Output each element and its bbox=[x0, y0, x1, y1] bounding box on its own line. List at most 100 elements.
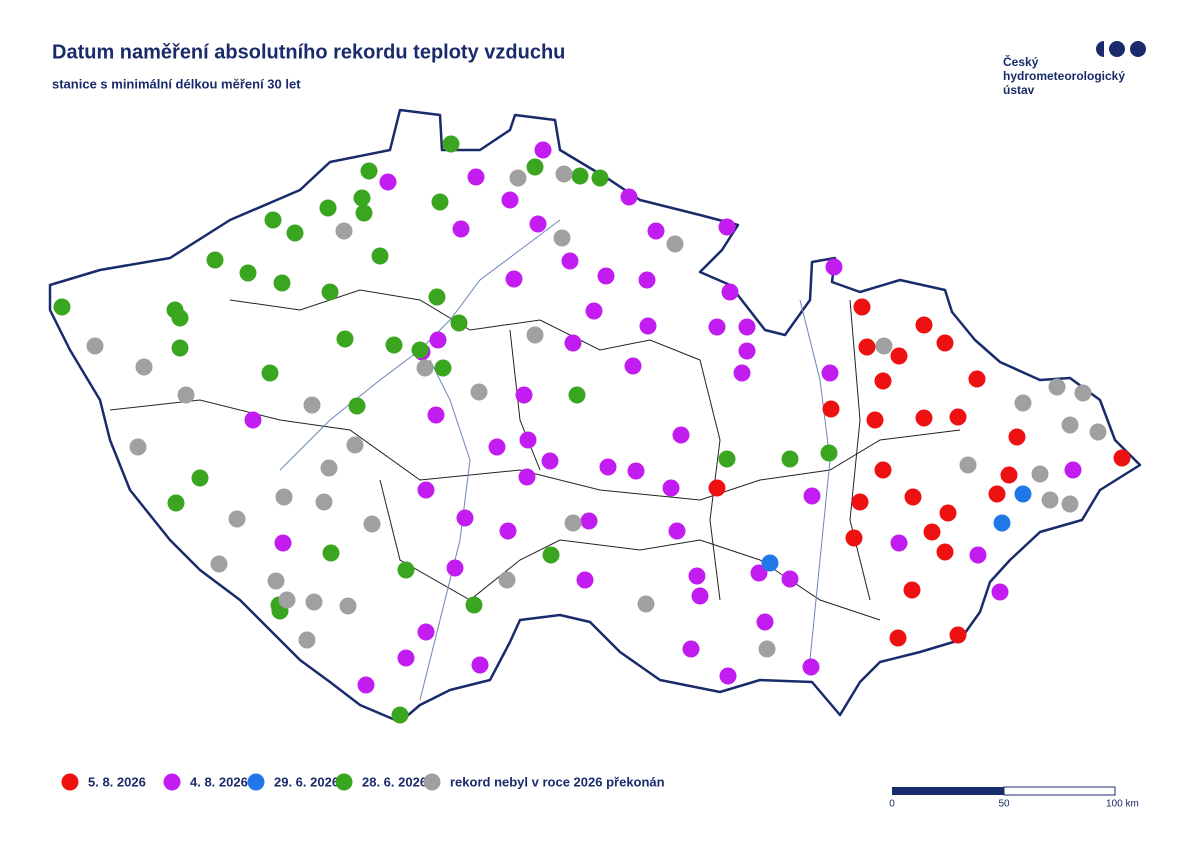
station-dot bbox=[718, 450, 736, 468]
subtitle: stanice s minimální délkou měření 30 let bbox=[52, 76, 301, 91]
station-dot bbox=[949, 626, 967, 644]
station-dot bbox=[1061, 495, 1079, 513]
station-dot bbox=[305, 593, 323, 611]
station-dot bbox=[1008, 428, 1026, 446]
logo-dot bbox=[1109, 41, 1125, 57]
legend-label: rekord nebyl v roce 2026 překonán bbox=[450, 774, 665, 789]
scale-label: 50 bbox=[998, 799, 1010, 810]
station-dot bbox=[397, 649, 415, 667]
station-dot bbox=[431, 193, 449, 211]
station-dot bbox=[339, 597, 357, 615]
station-dot bbox=[244, 411, 262, 429]
station-dot bbox=[470, 383, 488, 401]
station-dot bbox=[733, 364, 751, 382]
station-dot bbox=[355, 204, 373, 222]
scale-segment bbox=[892, 787, 1004, 795]
station-dot bbox=[666, 235, 684, 253]
station-dot bbox=[303, 396, 321, 414]
station-dot bbox=[321, 283, 339, 301]
station-dot bbox=[647, 222, 665, 240]
station-dot bbox=[315, 493, 333, 511]
station-dot bbox=[471, 656, 489, 674]
station-dot bbox=[363, 515, 381, 533]
station-dot bbox=[561, 252, 579, 270]
stations bbox=[53, 135, 1131, 724]
station-dot bbox=[515, 386, 533, 404]
station-dot bbox=[286, 224, 304, 242]
station-dot bbox=[939, 504, 957, 522]
station-dot bbox=[825, 258, 843, 276]
station-dot bbox=[428, 288, 446, 306]
station-dot bbox=[553, 229, 571, 247]
station-dot bbox=[597, 267, 615, 285]
region-border bbox=[229, 289, 701, 361]
station-dot bbox=[858, 338, 876, 356]
station-dot bbox=[721, 283, 739, 301]
station-dot bbox=[397, 561, 415, 579]
station-dot bbox=[411, 341, 429, 359]
river bbox=[419, 359, 471, 701]
legend-swatch bbox=[335, 773, 353, 791]
station-dot bbox=[708, 318, 726, 336]
station-dot bbox=[167, 494, 185, 512]
station-dot bbox=[509, 169, 527, 187]
station-dot bbox=[434, 359, 452, 377]
logo-text: Český bbox=[1003, 54, 1039, 69]
legend-swatch bbox=[247, 773, 265, 791]
station-dot bbox=[969, 546, 987, 564]
station-dot bbox=[624, 357, 642, 375]
station-dot bbox=[456, 509, 474, 527]
station-dot bbox=[738, 318, 756, 336]
region-border bbox=[109, 399, 961, 501]
station-dot bbox=[526, 326, 544, 344]
station-dot bbox=[1064, 461, 1082, 479]
station-dot bbox=[335, 222, 353, 240]
legend-swatch bbox=[423, 773, 441, 791]
station-dot bbox=[417, 481, 435, 499]
station-dot bbox=[1000, 466, 1018, 484]
station-dot bbox=[442, 135, 460, 153]
station-dot bbox=[346, 436, 364, 454]
station-dot bbox=[541, 452, 559, 470]
station-dot bbox=[875, 337, 893, 355]
station-dot bbox=[568, 386, 586, 404]
station-dot bbox=[336, 330, 354, 348]
station-dot bbox=[585, 302, 603, 320]
station-dot bbox=[820, 444, 838, 462]
station-dot bbox=[936, 334, 954, 352]
station-dot bbox=[781, 450, 799, 468]
station-dot bbox=[599, 458, 617, 476]
station-dot bbox=[822, 400, 840, 418]
station-dot bbox=[171, 309, 189, 327]
station-dot bbox=[274, 534, 292, 552]
station-dot bbox=[691, 587, 709, 605]
station-dot bbox=[580, 512, 598, 530]
station-dot bbox=[371, 247, 389, 265]
station-dot bbox=[591, 169, 609, 187]
station-dot bbox=[968, 370, 986, 388]
station-dot bbox=[853, 298, 871, 316]
station-dot bbox=[385, 336, 403, 354]
station-dot bbox=[353, 189, 371, 207]
station-dot bbox=[1014, 394, 1032, 412]
station-dot bbox=[499, 522, 517, 540]
station-dot bbox=[129, 438, 147, 456]
station-dot bbox=[518, 468, 536, 486]
station-dot bbox=[555, 165, 573, 183]
title: Datum naměření absolutního rekordu teplo… bbox=[52, 41, 565, 63]
station-dot bbox=[756, 613, 774, 631]
station-dot bbox=[991, 583, 1009, 601]
station-dot bbox=[718, 218, 736, 236]
station-dot bbox=[210, 555, 228, 573]
station-dot bbox=[53, 298, 71, 316]
station-dot bbox=[1048, 378, 1066, 396]
station-dot bbox=[542, 546, 560, 564]
station-dot bbox=[191, 469, 209, 487]
station-dot bbox=[936, 543, 954, 561]
legend: 5. 8. 2026 4. 8. 2026 29. 6. 2026 28. 6. 20… bbox=[61, 773, 665, 791]
station-dot bbox=[988, 485, 1006, 503]
station-dot bbox=[206, 251, 224, 269]
scale-label: 100 km bbox=[1106, 799, 1139, 810]
